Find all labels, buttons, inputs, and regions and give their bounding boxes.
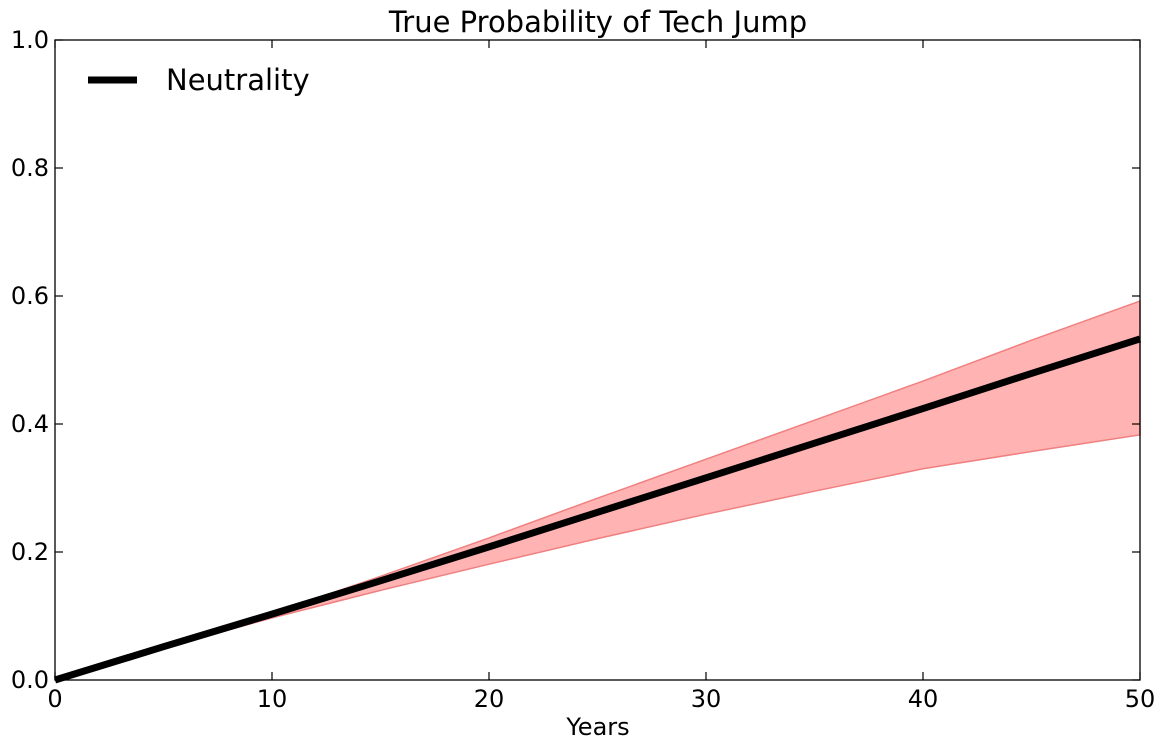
x-tick-label: 40 [908, 685, 939, 713]
chart-title: True Probability of Tech Jump [388, 5, 807, 39]
plot-frame [54, 39, 1141, 681]
tick-layer: 0 10 20 30 40 50 0.0 0.2 0.4 0.6 0.8 1.0 [11, 26, 1155, 713]
y-tick-label: 0.2 [11, 538, 49, 566]
y-tick-label: 0.4 [11, 410, 49, 438]
y-tick-label: 0.0 [11, 666, 49, 694]
x-axis-title: Years [565, 713, 629, 741]
y-tick-label: 0.6 [11, 282, 49, 310]
x-tick-label: 10 [257, 685, 288, 713]
legend-label: Neutrality [166, 63, 310, 97]
series-line-layer [53, 335, 1142, 684]
x-tick-label: 50 [1125, 685, 1156, 713]
x-tick-label: 0 [47, 685, 62, 713]
legend: Neutrality [88, 63, 310, 97]
y-tick-label: 1.0 [11, 26, 49, 54]
x-tick-label: 30 [691, 685, 722, 713]
series-line-neutrality [53, 335, 1142, 684]
x-tick-label: 20 [474, 685, 505, 713]
confidence-band-layer [54, 300, 1141, 681]
confidence-band [54, 300, 1141, 681]
y-tick-label: 0.8 [11, 154, 49, 182]
